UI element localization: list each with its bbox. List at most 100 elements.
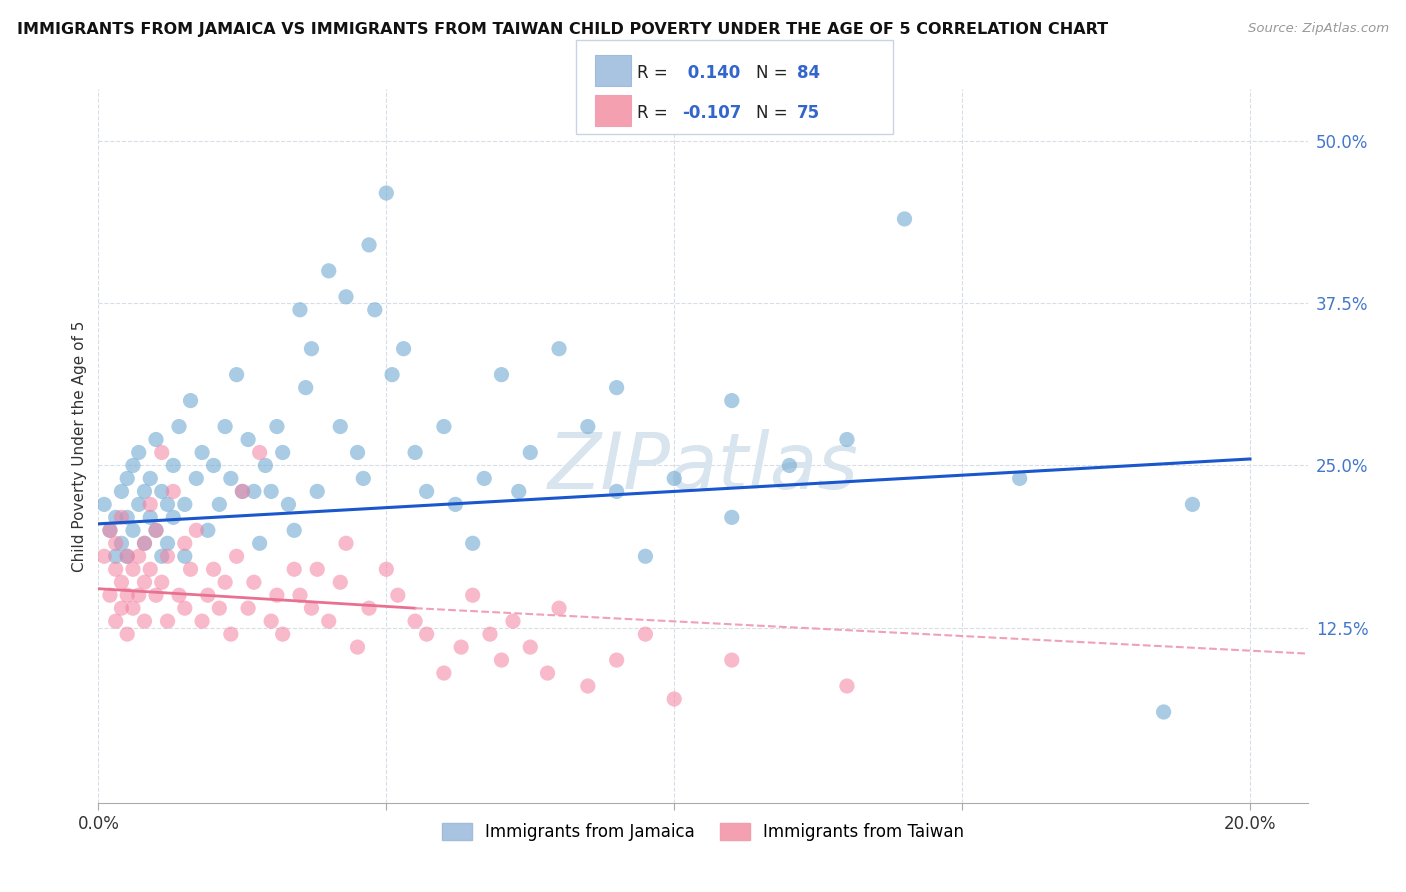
Point bbox=[243, 484, 266, 499]
Point bbox=[519, 445, 541, 459]
Point bbox=[122, 601, 145, 615]
Point bbox=[173, 601, 195, 615]
Point bbox=[214, 419, 236, 434]
Point bbox=[236, 433, 259, 447]
Point bbox=[835, 679, 858, 693]
Point bbox=[219, 627, 242, 641]
Point bbox=[186, 471, 208, 485]
Point bbox=[288, 588, 311, 602]
Point bbox=[180, 393, 202, 408]
Point bbox=[104, 536, 127, 550]
Point bbox=[150, 484, 173, 499]
Point bbox=[145, 588, 167, 602]
Point bbox=[404, 614, 426, 628]
Point bbox=[249, 536, 271, 550]
Point bbox=[156, 497, 179, 511]
Point bbox=[260, 484, 283, 499]
Point bbox=[110, 536, 132, 550]
Point bbox=[346, 640, 368, 654]
Point bbox=[139, 497, 162, 511]
Point bbox=[139, 562, 162, 576]
Point bbox=[162, 484, 184, 499]
Point bbox=[664, 692, 686, 706]
Point bbox=[364, 302, 387, 317]
Point bbox=[104, 510, 127, 524]
Point bbox=[145, 524, 167, 538]
Point bbox=[634, 549, 657, 564]
Point bbox=[214, 575, 236, 590]
Point bbox=[335, 290, 357, 304]
Point bbox=[249, 445, 271, 459]
Point bbox=[110, 484, 132, 499]
Point bbox=[307, 562, 329, 576]
Point bbox=[634, 627, 657, 641]
Point bbox=[150, 575, 173, 590]
Point bbox=[167, 419, 190, 434]
Point bbox=[134, 614, 156, 628]
Point bbox=[134, 536, 156, 550]
Point bbox=[375, 186, 398, 200]
Point bbox=[197, 588, 219, 602]
Point bbox=[301, 342, 323, 356]
Point bbox=[720, 653, 742, 667]
Point bbox=[346, 445, 368, 459]
Text: N =: N = bbox=[756, 64, 793, 82]
Point bbox=[1153, 705, 1175, 719]
Point bbox=[519, 640, 541, 654]
Point bbox=[110, 601, 132, 615]
Point bbox=[387, 588, 409, 602]
Point bbox=[491, 653, 513, 667]
Point bbox=[576, 419, 599, 434]
Point bbox=[461, 536, 484, 550]
Point bbox=[93, 497, 115, 511]
Point bbox=[461, 588, 484, 602]
Point bbox=[433, 419, 456, 434]
Point bbox=[288, 302, 311, 317]
Point bbox=[536, 666, 558, 681]
Point bbox=[357, 601, 380, 615]
Point bbox=[162, 458, 184, 473]
Point bbox=[392, 342, 415, 356]
Point bbox=[307, 484, 329, 499]
Legend: Immigrants from Jamaica, Immigrants from Taiwan: Immigrants from Jamaica, Immigrants from… bbox=[434, 816, 972, 848]
Point bbox=[478, 627, 501, 641]
Point bbox=[225, 549, 247, 564]
Point bbox=[98, 588, 121, 602]
Y-axis label: Child Poverty Under the Age of 5: Child Poverty Under the Age of 5 bbox=[72, 320, 87, 572]
Point bbox=[134, 575, 156, 590]
Point bbox=[208, 601, 231, 615]
Point bbox=[283, 524, 305, 538]
Point bbox=[98, 524, 121, 538]
Point bbox=[357, 238, 380, 252]
Point bbox=[664, 471, 686, 485]
Point bbox=[186, 524, 208, 538]
Text: -0.107: -0.107 bbox=[682, 104, 741, 122]
Point bbox=[576, 679, 599, 693]
Text: ZIPatlas: ZIPatlas bbox=[547, 429, 859, 506]
Point bbox=[606, 484, 628, 499]
Point bbox=[283, 562, 305, 576]
Point bbox=[1181, 497, 1204, 511]
Point bbox=[150, 549, 173, 564]
Point bbox=[115, 549, 138, 564]
Point bbox=[208, 497, 231, 511]
Point bbox=[104, 549, 127, 564]
Point bbox=[134, 536, 156, 550]
Point bbox=[115, 510, 138, 524]
Point bbox=[548, 342, 571, 356]
Point bbox=[502, 614, 524, 628]
Point bbox=[145, 433, 167, 447]
Point bbox=[104, 614, 127, 628]
Point bbox=[156, 536, 179, 550]
Point bbox=[98, 524, 121, 538]
Point bbox=[191, 614, 214, 628]
Point bbox=[415, 484, 437, 499]
Point bbox=[173, 536, 195, 550]
Point bbox=[294, 381, 316, 395]
Point bbox=[128, 588, 150, 602]
Point bbox=[835, 433, 858, 447]
Point bbox=[167, 588, 190, 602]
Point bbox=[893, 211, 915, 226]
Point bbox=[191, 445, 214, 459]
Point bbox=[404, 445, 426, 459]
